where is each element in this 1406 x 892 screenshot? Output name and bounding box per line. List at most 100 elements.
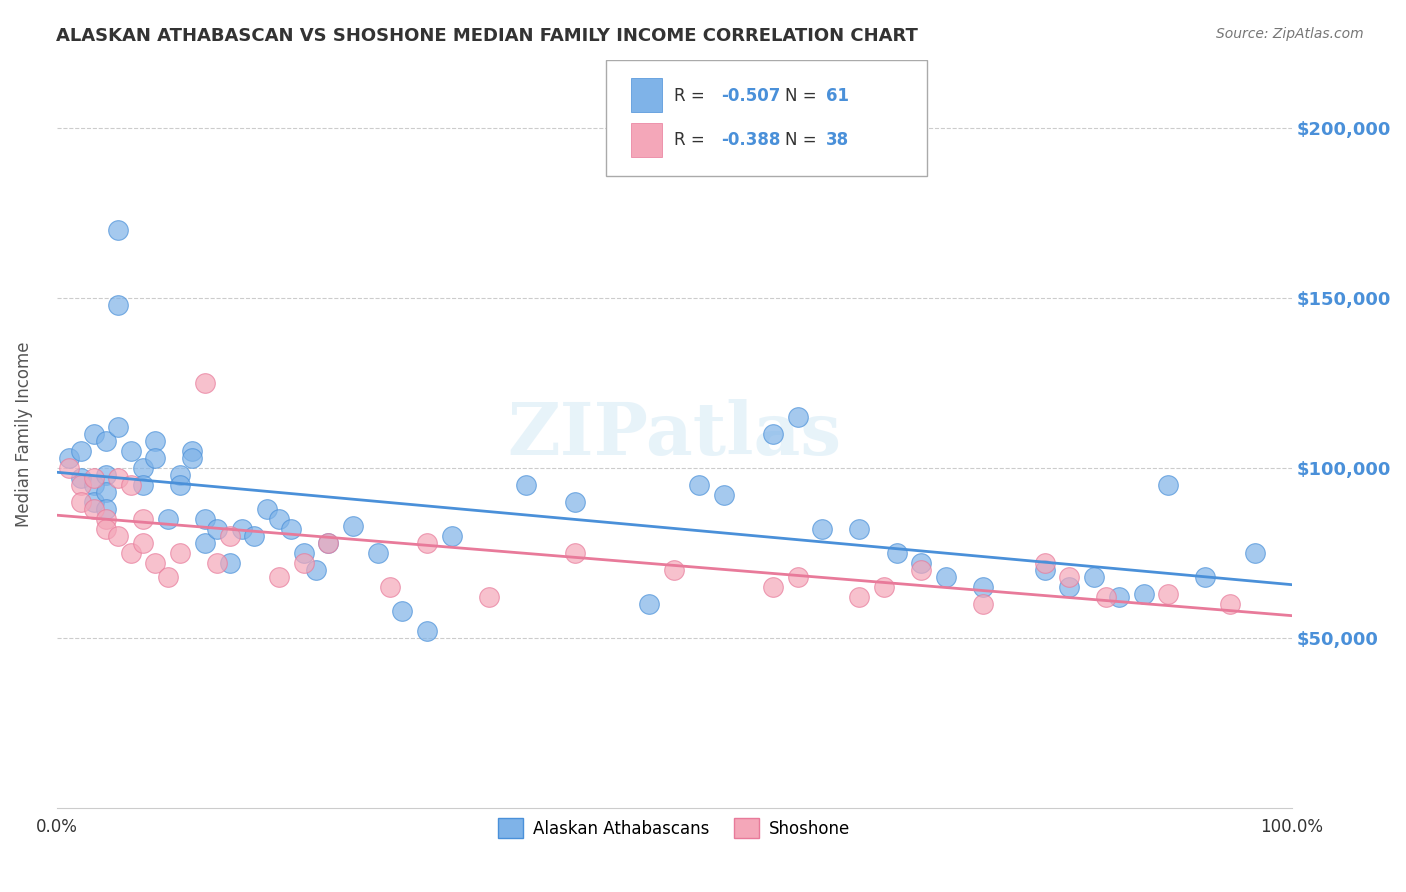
Text: -0.507: -0.507 [721,87,780,104]
Point [107,420,129,434]
Point [1132,587,1154,601]
Point [935,570,957,584]
Point [1108,591,1130,605]
Point [256,502,278,516]
Point [58,450,80,465]
Point [145,434,167,448]
Text: Source: ZipAtlas.com: Source: ZipAtlas.com [1216,27,1364,41]
Point [713,488,735,502]
Point [318,536,340,550]
Point [292,546,315,560]
Point [786,570,808,584]
Text: N =: N = [786,87,823,104]
Point [107,223,129,237]
Point [440,529,463,543]
Point [94,484,117,499]
Point [107,471,129,485]
Point [194,536,217,550]
Point [1033,557,1056,571]
Point [145,557,167,571]
Point [1157,587,1180,601]
Point [1157,478,1180,492]
Point [972,580,994,594]
Y-axis label: Median Family Income: Median Family Income [15,342,32,527]
Text: -0.388: -0.388 [721,131,780,150]
Point [156,512,179,526]
Point [107,298,129,312]
Point [762,580,785,594]
Point [564,495,586,509]
Point [205,557,228,571]
Point [1033,563,1056,577]
Point [243,529,266,543]
Point [1194,570,1216,584]
Point [132,536,155,550]
Point [181,450,204,465]
Point [1243,546,1265,560]
Point [391,604,413,618]
Point [848,522,870,536]
Point [267,570,290,584]
Point [280,522,302,536]
Point [1219,597,1241,611]
FancyBboxPatch shape [631,123,662,157]
Point [218,557,240,571]
Point [58,461,80,475]
Text: ALASKAN ATHABASCAN VS SHOSHONE MEDIAN FAMILY INCOME CORRELATION CHART: ALASKAN ATHABASCAN VS SHOSHONE MEDIAN FA… [56,27,918,45]
Point [378,580,401,594]
Point [267,512,290,526]
Point [342,519,364,533]
Point [120,478,142,492]
Point [1083,570,1105,584]
Point [83,502,105,516]
Point [107,529,129,543]
Point [194,512,217,526]
Point [1059,580,1081,594]
Point [70,478,93,492]
Legend: Alaskan Athabascans, Shoshone: Alaskan Athabascans, Shoshone [491,812,858,845]
Point [156,570,179,584]
Point [132,512,155,526]
Point [367,546,389,560]
Point [318,536,340,550]
Point [94,512,117,526]
Point [664,563,686,577]
Point [132,461,155,475]
Point [83,478,105,492]
Point [515,478,537,492]
Point [848,591,870,605]
Point [181,444,204,458]
Point [70,495,93,509]
Point [94,502,117,516]
Point [169,467,191,482]
Point [638,597,661,611]
Point [94,522,117,536]
Point [120,444,142,458]
Point [1095,591,1118,605]
Point [83,427,105,442]
Point [762,427,785,442]
Point [83,471,105,485]
Text: ZIPatlas: ZIPatlas [508,399,841,469]
Point [564,546,586,560]
Text: N =: N = [786,131,823,150]
Text: 61: 61 [827,87,849,104]
Point [910,563,932,577]
Text: 38: 38 [827,131,849,150]
Point [169,546,191,560]
Point [145,450,167,465]
Point [873,580,896,594]
FancyBboxPatch shape [606,60,928,176]
Point [292,557,315,571]
Text: R =: R = [675,131,710,150]
Point [120,546,142,560]
Point [886,546,908,560]
Point [305,563,328,577]
Text: R =: R = [675,87,710,104]
Point [786,409,808,424]
Point [910,557,932,571]
Point [478,591,501,605]
Point [416,536,439,550]
Point [194,376,217,390]
Point [94,467,117,482]
